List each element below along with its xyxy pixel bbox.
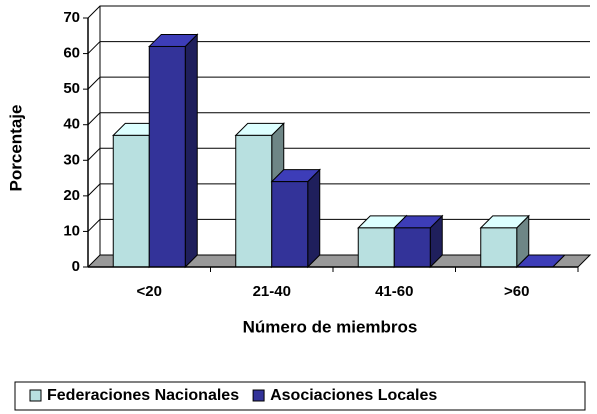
bar-front (235, 134, 273, 268)
bar (148, 33, 199, 269)
bar-side (184, 33, 198, 269)
x-axis-title: Número de miembros (243, 317, 418, 336)
y-tick-label: 20 (63, 187, 80, 204)
bar-front (357, 227, 395, 268)
bar-front (271, 181, 309, 268)
x-tick-label: 21-40 (253, 283, 291, 300)
bar-front (112, 134, 150, 268)
bar-front (393, 227, 431, 268)
y-tick-label: 40 (63, 116, 80, 133)
y-tick-label: 0 (72, 258, 80, 275)
legend-label: Asociaciones Locales (270, 387, 437, 404)
y-tick-label: 70 (63, 9, 80, 26)
bar (393, 214, 444, 269)
legend-swatch (29, 389, 42, 402)
bar-front (480, 227, 518, 268)
legend-swatch (252, 389, 265, 402)
bar-front (148, 45, 186, 268)
y-tick-label: 30 (63, 151, 80, 168)
y-tick-label: 60 (63, 45, 80, 62)
y-tick-label: 10 (63, 222, 80, 239)
bar (515, 254, 566, 268)
bar (270, 168, 321, 269)
grid-line (87, 5, 590, 19)
bar (479, 214, 530, 269)
legend-box (14, 381, 586, 411)
legend-label: Federaciones Nacionales (47, 387, 239, 404)
x-tick-label: <20 (137, 283, 162, 300)
x-tick-label: 41-60 (375, 283, 413, 300)
y-tick-label: 50 (63, 80, 80, 97)
y-axis-title: Porcentaje (6, 105, 25, 192)
x-tick-label: >60 (504, 283, 529, 300)
bar-side (307, 168, 321, 269)
